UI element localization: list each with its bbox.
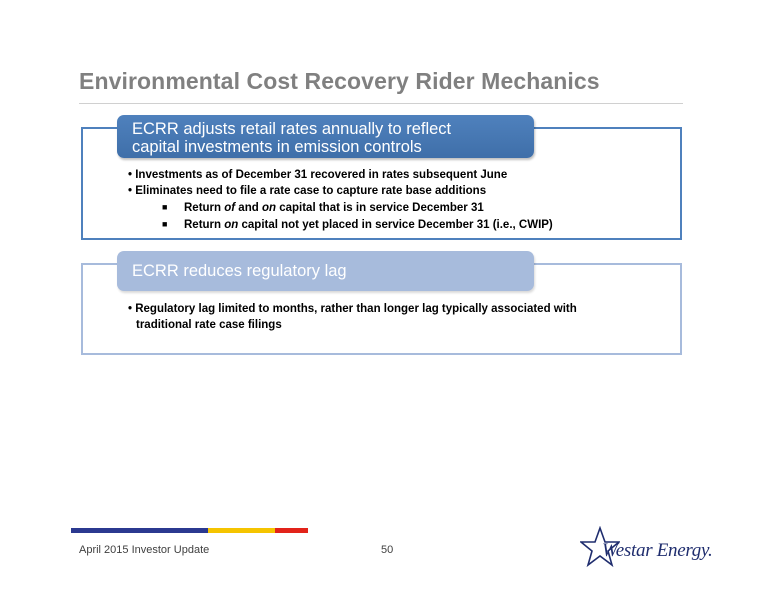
company-logo: Westar Energy. <box>580 522 715 570</box>
square-bullet-icon: ■ <box>162 202 168 212</box>
star-icon <box>580 526 620 568</box>
page-title: Environmental Cost Recovery Rider Mechan… <box>79 68 600 94</box>
section-2-heading: ECRR reduces regulatory lag <box>117 251 534 291</box>
sub-bullet-item: ■ Return of and on capital that is in ser… <box>128 199 553 216</box>
sub-bullet-item: ■ Return on capital not yet placed in ser… <box>128 216 553 233</box>
bullet-text: Investments as of December 31 recovered … <box>135 169 508 181</box>
section-2-bullets: • Regulatory lag limited to months, rath… <box>128 301 648 333</box>
section-1-heading-line-2: capital investments in emission controls <box>132 138 422 156</box>
footer-bar-blue <box>71 528 208 533</box>
bullet-text: Eliminates need to file a rate case to c… <box>135 185 487 197</box>
bullet-item: • Investments as of December 31 recovere… <box>128 169 508 181</box>
bullet-text: Regulatory lag limited to months, rather… <box>135 303 577 315</box>
footer-label: April 2015 Investor Update <box>79 544 210 556</box>
square-bullet-icon: ■ <box>162 219 168 229</box>
title-divider <box>79 103 683 104</box>
section-1-heading: ECRR adjusts retail rates annually to re… <box>117 115 534 158</box>
page-number: 50 <box>381 544 394 556</box>
bullet-item: • Eliminates need to file a rate case to… <box>128 185 487 197</box>
footer-bar-red <box>275 528 308 533</box>
section-1-heading-line-1: ECRR adjusts retail rates annually to re… <box>132 120 452 138</box>
footer-bar-yellow <box>208 528 275 533</box>
bullet-text-continued: traditional rate case filings <box>136 319 282 331</box>
bullet-item: • Regulatory lag limited to months, rath… <box>128 303 577 315</box>
logo-wordmark: Westar Energy. <box>602 540 713 561</box>
section-1-bullets: • Investments as of December 31 recovere… <box>128 167 553 233</box>
